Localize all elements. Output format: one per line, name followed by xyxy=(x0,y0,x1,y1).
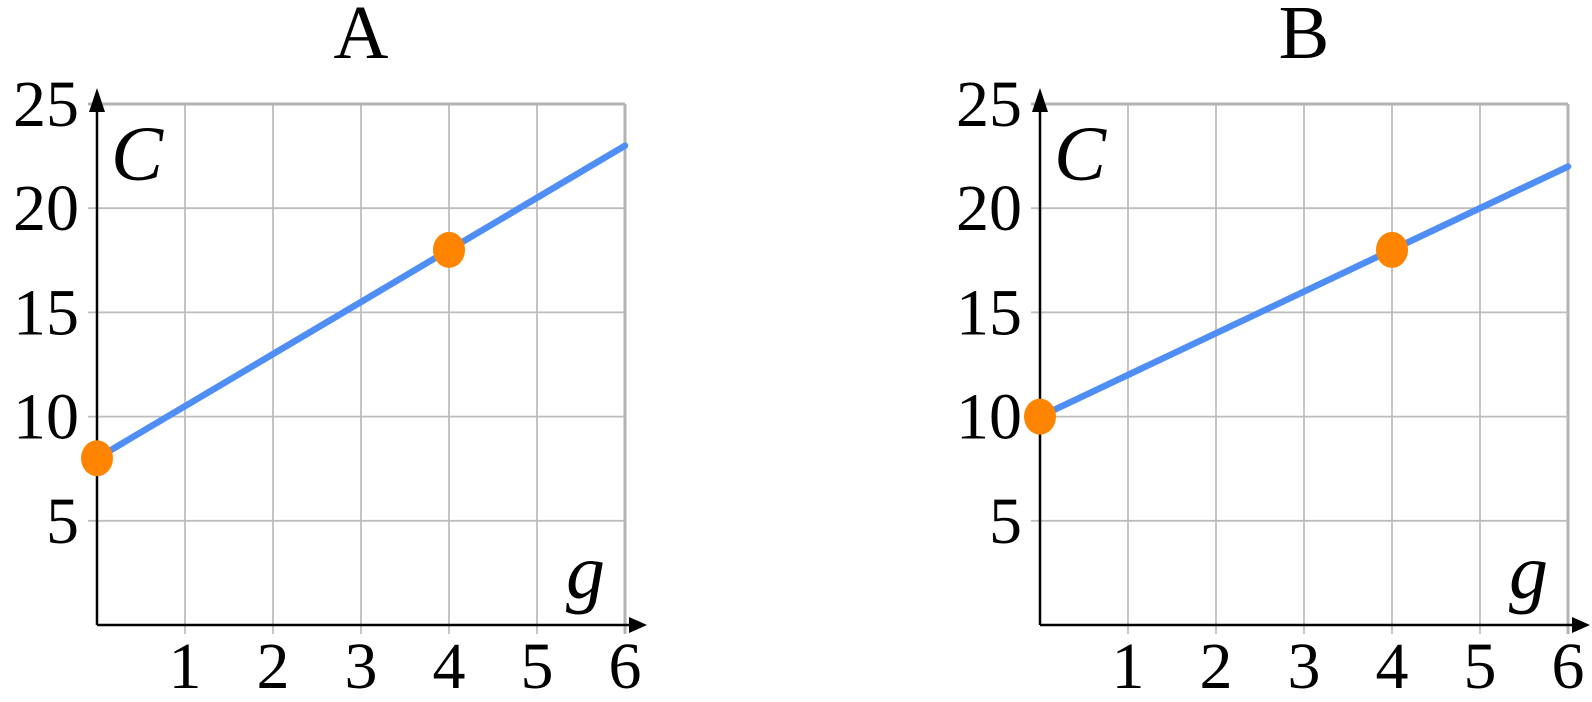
x-axis-label-a: g xyxy=(566,528,605,615)
data-line-a xyxy=(93,142,629,462)
y-tick-label-a-25: 25 xyxy=(13,68,79,141)
y-tick-label-a-5: 5 xyxy=(46,485,79,558)
marked-point-b-1 xyxy=(1376,231,1408,268)
y-tick-label-a-10: 10 xyxy=(13,381,79,454)
x-tick-label-b-2: 2 xyxy=(1200,630,1233,702)
x-tick-label-a-2: 2 xyxy=(257,630,290,702)
chart-b-grid xyxy=(1031,102,1570,634)
chart-a-axes xyxy=(89,88,647,633)
y-axis-arrowhead xyxy=(1032,88,1048,112)
x-tick-label-a-3: 3 xyxy=(345,630,378,702)
chart-a-grid xyxy=(88,102,627,634)
x-tick-label-b-4: 4 xyxy=(1376,630,1409,702)
data-line-b xyxy=(1036,163,1572,420)
marked-point-b-0 xyxy=(1024,398,1056,435)
x-tick-label-b-5: 5 xyxy=(1464,630,1497,702)
x-tick-label-b-6: 6 xyxy=(1552,630,1585,702)
y-axis-label-a: C xyxy=(111,110,164,197)
x-axis-label-b: g xyxy=(1509,528,1548,615)
x-axis-arrowhead xyxy=(1572,617,1590,633)
x-tick-label-b-1: 1 xyxy=(1112,630,1145,702)
y-tick-label-a-15: 15 xyxy=(13,276,79,349)
x-tick-label-b-3: 3 xyxy=(1288,630,1321,702)
y-tick-label-b-10: 10 xyxy=(956,381,1022,454)
y-tick-label-b-20: 20 xyxy=(956,172,1022,245)
x-tick-label-a-4: 4 xyxy=(433,630,466,702)
y-tick-label-b-15: 15 xyxy=(956,276,1022,349)
marked-point-a-1 xyxy=(433,231,465,268)
y-axis-arrowhead xyxy=(89,88,105,112)
y-tick-label-b-25: 25 xyxy=(956,68,1022,141)
x-axis-arrowhead xyxy=(629,617,647,633)
y-tick-label-a-20: 20 xyxy=(13,172,79,245)
chart-b-axes xyxy=(1032,88,1590,633)
y-tick-label-b-5: 5 xyxy=(989,485,1022,558)
x-tick-label-a-5: 5 xyxy=(521,630,554,702)
y-axis-label-b: C xyxy=(1054,110,1107,197)
x-tick-label-a-6: 6 xyxy=(609,630,642,702)
chart-title-a: A xyxy=(334,0,389,75)
marked-point-a-0 xyxy=(81,440,113,477)
x-tick-label-a-1: 1 xyxy=(169,630,202,702)
chart-title-b: B xyxy=(1279,0,1330,75)
